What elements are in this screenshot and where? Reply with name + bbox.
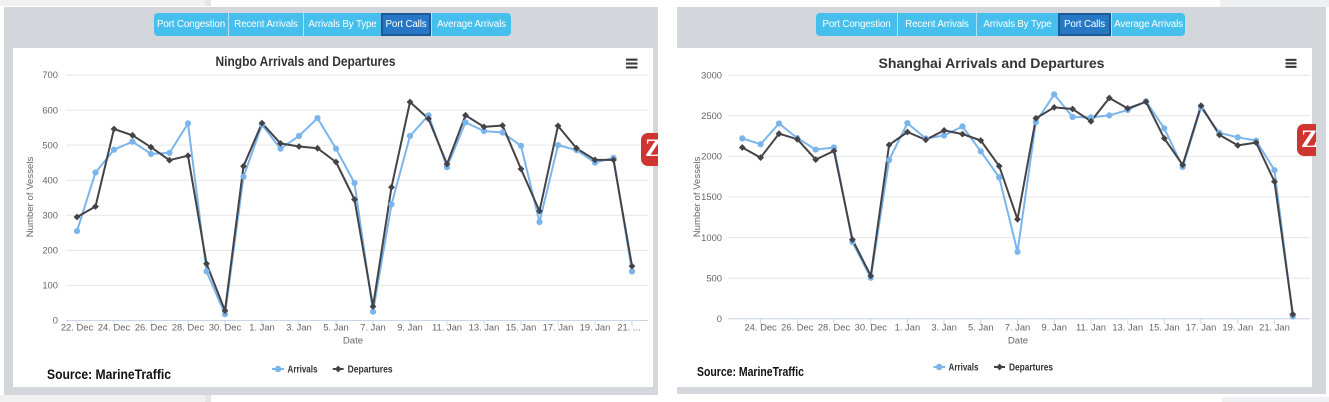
svg-text:Arrivals: Arrivals <box>288 364 318 376</box>
svg-text:600: 600 <box>42 104 58 115</box>
svg-text:17. Jan: 17. Jan <box>543 322 574 333</box>
svg-text:19. Jan: 19. Jan <box>1222 321 1253 332</box>
svg-text:Arrivals: Arrivals <box>949 362 979 374</box>
svg-text:Source: MarineTraffic: Source: MarineTraffic <box>697 365 804 379</box>
svg-text:3. Jan: 3. Jan <box>286 322 312 333</box>
svg-text:3. Jan: 3. Jan <box>931 321 957 332</box>
svg-text:15. Jan: 15. Jan <box>506 322 537 333</box>
svg-text:19. Jan: 19. Jan <box>580 322 611 333</box>
svg-text:21. ...: 21. ... <box>617 322 640 333</box>
svg-text:1. Jan: 1. Jan <box>895 321 921 332</box>
svg-text:Source: MarineTraffic: Source: MarineTraffic <box>47 366 171 382</box>
svg-text:Departures: Departures <box>1009 362 1053 374</box>
svg-text:9. Jan: 9. Jan <box>397 322 423 333</box>
svg-text:21. Jan: 21. Jan <box>1259 321 1290 332</box>
svg-text:200: 200 <box>42 245 58 256</box>
svg-text:400: 400 <box>42 174 58 185</box>
svg-text:500: 500 <box>42 139 58 150</box>
svg-text:Departures: Departures <box>348 364 393 376</box>
svg-text:13. Jan: 13. Jan <box>469 322 500 333</box>
svg-text:Number of Vessels: Number of Vessels <box>692 157 703 238</box>
svg-text:11. Jan: 11. Jan <box>1076 321 1106 332</box>
svg-text:1000: 1000 <box>701 232 722 243</box>
svg-text:5. Jan: 5. Jan <box>323 322 349 333</box>
svg-text:100: 100 <box>42 280 58 291</box>
svg-text:15. Jan: 15. Jan <box>1149 321 1180 332</box>
svg-text:30. Dec: 30. Dec <box>209 322 242 333</box>
svg-text:3000: 3000 <box>701 69 722 80</box>
svg-text:26. Dec: 26. Dec <box>781 321 814 332</box>
svg-text:0: 0 <box>717 313 722 324</box>
svg-text:1500: 1500 <box>701 191 722 202</box>
svg-text:7. Jan: 7. Jan <box>1005 321 1031 332</box>
svg-text:Ningbo Arrivals and Departures: Ningbo Arrivals and Departures <box>216 54 396 69</box>
svg-text:24. Dec: 24. Dec <box>744 321 777 332</box>
svg-text:26. Dec: 26. Dec <box>135 322 168 333</box>
svg-text:17. Jan: 17. Jan <box>1186 321 1217 332</box>
svg-text:1. Jan: 1. Jan <box>249 322 275 333</box>
svg-text:0: 0 <box>53 315 58 326</box>
svg-text:30. Dec: 30. Dec <box>855 321 888 332</box>
svg-text:Date: Date <box>1008 336 1028 347</box>
svg-text:7. Jan: 7. Jan <box>360 322 386 333</box>
svg-text:Shanghai Arrivals and Departur: Shanghai Arrivals and Departures <box>879 55 1105 71</box>
svg-text:700: 700 <box>42 69 58 80</box>
svg-text:2500: 2500 <box>701 110 722 121</box>
svg-text:13. Jan: 13. Jan <box>1112 321 1143 332</box>
svg-text:22. Dec: 22. Dec <box>61 322 94 333</box>
svg-text:24. Dec: 24. Dec <box>98 322 131 333</box>
svg-text:28. Dec: 28. Dec <box>818 321 851 332</box>
svg-text:11. Jan: 11. Jan <box>432 322 462 333</box>
svg-text:28. Dec: 28. Dec <box>172 322 205 333</box>
svg-text:9. Jan: 9. Jan <box>1041 321 1067 332</box>
svg-text:Number of Vessels: Number of Vessels <box>25 157 36 238</box>
svg-text:500: 500 <box>706 272 722 283</box>
svg-text:300: 300 <box>42 210 58 221</box>
svg-text:5. Jan: 5. Jan <box>968 321 994 332</box>
svg-text:2000: 2000 <box>701 151 722 162</box>
svg-text:Date: Date <box>343 336 363 347</box>
